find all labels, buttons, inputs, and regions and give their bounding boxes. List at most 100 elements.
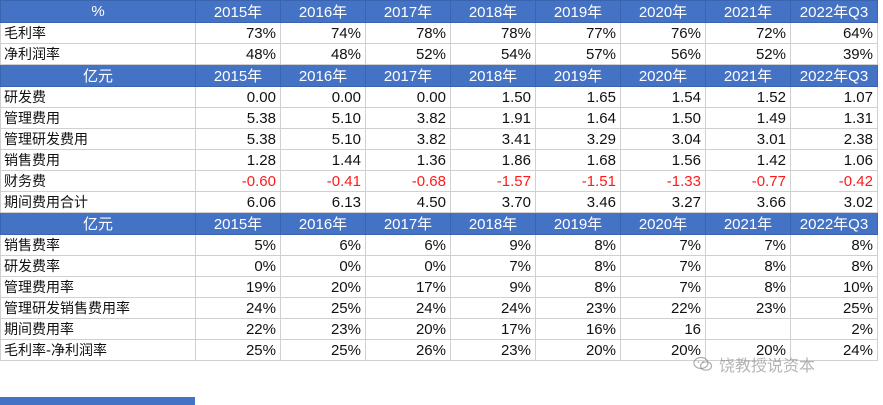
value-cell: 7% bbox=[450, 255, 536, 277]
value-cell: 2% bbox=[790, 318, 878, 340]
value-cell: 1.86 bbox=[450, 149, 536, 171]
year-header: 2015年 bbox=[195, 212, 281, 235]
value-cell: 39% bbox=[790, 43, 878, 65]
value-cell: 1.56 bbox=[620, 149, 706, 171]
value-cell: 3.01 bbox=[705, 128, 791, 150]
row-label: 销售费用 bbox=[0, 149, 196, 171]
value-cell: 1.44 bbox=[280, 149, 366, 171]
value-cell: 72% bbox=[705, 22, 791, 44]
value-cell: 77% bbox=[535, 22, 621, 44]
value-cell: 23% bbox=[280, 318, 366, 340]
table-row: 管理研发销售费用率 24% 25% 24% 24% 23% 22% 23% 25% bbox=[0, 297, 878, 319]
value-cell: 1.50 bbox=[620, 107, 706, 129]
row-label: 期间费用率 bbox=[0, 318, 196, 340]
value-cell bbox=[705, 318, 791, 340]
year-header: 2015年 bbox=[195, 64, 281, 87]
table-row: 期间费用率 22% 23% 20% 17% 16% 16 2% bbox=[0, 318, 878, 340]
year-header: 2018年 bbox=[450, 64, 536, 87]
value-cell: 1.52 bbox=[705, 86, 791, 108]
year-header: 2019年 bbox=[535, 212, 621, 235]
table-row: 毛利率-净利润率 25% 25% 26% 23% 20% 20% 20% 24% bbox=[0, 339, 878, 361]
table-row: 净利润率 48% 48% 52% 54% 57% 56% 52% 39% bbox=[0, 43, 878, 65]
table-row: 销售费率 5% 6% 6% 9% 8% 7% 7% 8% bbox=[0, 234, 878, 256]
value-cell: 3.70 bbox=[450, 191, 536, 213]
year-header: 2021年 bbox=[705, 64, 791, 87]
value-cell: -1.33 bbox=[620, 170, 706, 192]
unit-label: 亿元 bbox=[0, 212, 196, 235]
value-cell: 56% bbox=[620, 43, 706, 65]
value-cell: 1.07 bbox=[790, 86, 878, 108]
value-cell: 19% bbox=[195, 276, 281, 298]
value-cell: 23% bbox=[450, 339, 536, 361]
value-cell: 5.10 bbox=[280, 107, 366, 129]
row-label: 财务费 bbox=[0, 170, 196, 192]
value-cell: 1.91 bbox=[450, 107, 536, 129]
year-header: 2017年 bbox=[365, 0, 451, 23]
value-cell: 1.49 bbox=[705, 107, 791, 129]
value-cell: 0% bbox=[365, 255, 451, 277]
unit-label: 亿元 bbox=[0, 64, 196, 87]
value-cell: -0.68 bbox=[365, 170, 451, 192]
value-cell: 3.66 bbox=[705, 191, 791, 213]
value-cell: 20% bbox=[535, 339, 621, 361]
value-cell: 3.46 bbox=[535, 191, 621, 213]
value-cell: 25% bbox=[280, 339, 366, 361]
section-header-row: 亿元 2015年 2016年 2017年 2018年 2019年 2020年 2021年 202… bbox=[0, 212, 878, 235]
value-cell: 1.06 bbox=[790, 149, 878, 171]
value-cell: 9% bbox=[450, 276, 536, 298]
row-label: 管理费用 bbox=[0, 107, 196, 129]
year-header: 2021年 bbox=[705, 212, 791, 235]
year-header: 2015年 bbox=[195, 0, 281, 23]
row-label: 净利润率 bbox=[0, 43, 196, 65]
table-row: 财务费 -0.60 -0.41 -0.68 -1.57 -1.51 -1.33 -0.77 -0… bbox=[0, 170, 878, 192]
value-cell: 64% bbox=[790, 22, 878, 44]
value-cell: 3.04 bbox=[620, 128, 706, 150]
value-cell: 3.29 bbox=[535, 128, 621, 150]
value-cell: 17% bbox=[365, 276, 451, 298]
value-cell: 24% bbox=[365, 297, 451, 319]
table-row: 研发费率 0% 0% 0% 7% 8% 7% 8% 8% bbox=[0, 255, 878, 277]
value-cell: 6% bbox=[365, 234, 451, 256]
value-cell: 7% bbox=[620, 234, 706, 256]
year-header: 2016年 bbox=[280, 64, 366, 87]
table-body: % 2015年 2016年 2017年 2018年 2019年 2020年 2021年 2022… bbox=[0, 0, 878, 361]
row-label: 管理费用率 bbox=[0, 276, 196, 298]
value-cell: 8% bbox=[535, 234, 621, 256]
value-cell: 6.13 bbox=[280, 191, 366, 213]
row-label: 研发费 bbox=[0, 86, 196, 108]
value-cell: 1.54 bbox=[620, 86, 706, 108]
row-label: 毛利率 bbox=[0, 22, 196, 44]
value-cell: 5.38 bbox=[195, 107, 281, 129]
value-cell: 1.31 bbox=[790, 107, 878, 129]
table-row: 管理费用 5.38 5.10 3.82 1.91 1.64 1.50 1.49 1.31 bbox=[0, 107, 878, 129]
value-cell: -1.51 bbox=[535, 170, 621, 192]
value-cell: 2.38 bbox=[790, 128, 878, 150]
value-cell: 1.65 bbox=[535, 86, 621, 108]
next-header-strip bbox=[0, 397, 195, 405]
value-cell: 52% bbox=[705, 43, 791, 65]
value-cell: 24% bbox=[450, 297, 536, 319]
year-header: 2017年 bbox=[365, 212, 451, 235]
value-cell: 0.00 bbox=[365, 86, 451, 108]
value-cell: 1.64 bbox=[535, 107, 621, 129]
value-cell: 48% bbox=[195, 43, 281, 65]
year-header: 2022年Q3 bbox=[790, 0, 878, 23]
table-row: 研发费 0.00 0.00 0.00 1.50 1.65 1.54 1.52 1.07 bbox=[0, 86, 878, 108]
value-cell: -0.41 bbox=[280, 170, 366, 192]
value-cell: 73% bbox=[195, 22, 281, 44]
row-label: 毛利率-净利润率 bbox=[0, 339, 196, 361]
value-cell: 5.10 bbox=[280, 128, 366, 150]
value-cell: 7% bbox=[620, 255, 706, 277]
value-cell: 5.38 bbox=[195, 128, 281, 150]
value-cell: 25% bbox=[195, 339, 281, 361]
value-cell: 26% bbox=[365, 339, 451, 361]
value-cell: 8% bbox=[790, 255, 878, 277]
value-cell: 8% bbox=[705, 255, 791, 277]
value-cell: 25% bbox=[790, 297, 878, 319]
table-row: 管理研发费用 5.38 5.10 3.82 3.41 3.29 3.04 3.01 2.38 bbox=[0, 128, 878, 150]
value-cell: -1.57 bbox=[450, 170, 536, 192]
value-cell: 23% bbox=[535, 297, 621, 319]
table-row: 毛利率 73% 74% 78% 78% 77% 76% 72% 64% bbox=[0, 22, 878, 44]
value-cell: -0.42 bbox=[790, 170, 878, 192]
value-cell: 8% bbox=[535, 255, 621, 277]
